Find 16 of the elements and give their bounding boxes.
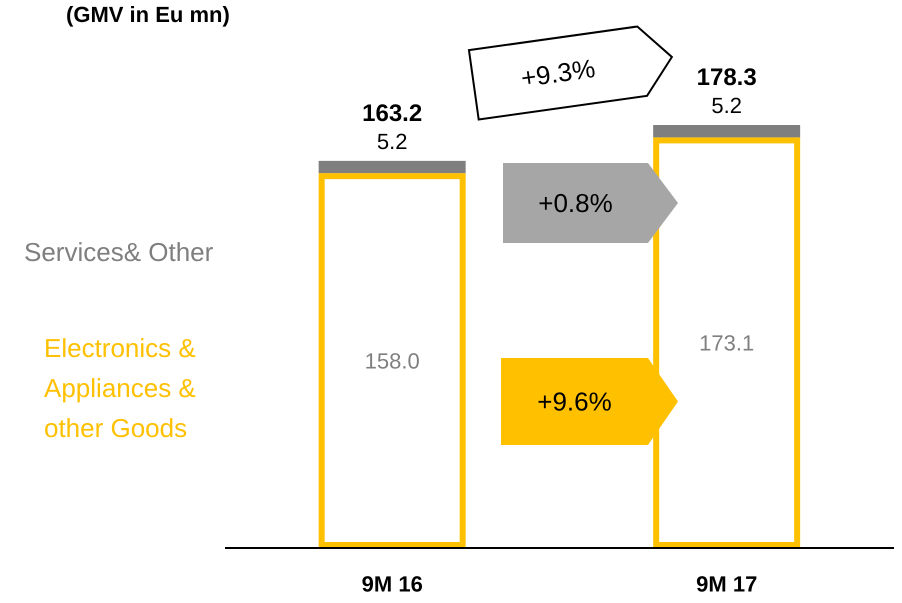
text: Services& Other [24, 236, 214, 269]
text: +9.3% [519, 52, 597, 94]
text: Electronics & Appliances & other Goods [44, 332, 197, 445]
total-label: 178.3 [696, 64, 757, 91]
annotation: +0.8% [538, 188, 613, 218]
bar [653, 125, 800, 138]
data-label: 173.1 [699, 330, 754, 356]
total-label: 163.2 [362, 100, 422, 127]
x-tick-label: 9M 16 [362, 572, 423, 597]
chart-title: (GMV in Eu mn) [66, 2, 230, 28]
data-label: 5.2 [711, 93, 742, 118]
data-label: 158.0 [364, 348, 420, 374]
bar [318, 160, 466, 174]
x-tick-label: 9M 17 [696, 572, 758, 597]
annotation: +9.6% [537, 386, 612, 416]
data-label: 5.2 [376, 128, 408, 154]
